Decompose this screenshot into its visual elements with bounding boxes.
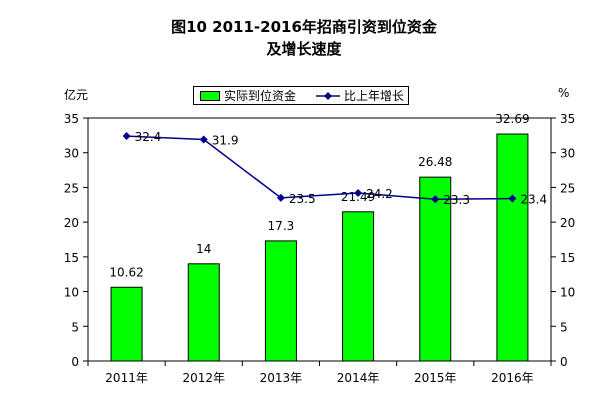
chart-title: 图10 2011-2016年招商引资到位资金 (171, 18, 437, 36)
y-right-tick-label: 0 (560, 355, 568, 369)
y-left-tick-label: 0 (71, 355, 79, 369)
y-right-tick-label: 10 (560, 286, 575, 300)
line-value-label: 24.2 (366, 187, 393, 201)
line-value-label: 23.5 (289, 192, 316, 206)
line-point (431, 195, 440, 204)
bar-value-label: 10.62 (109, 265, 143, 279)
bar-value-label: 17.3 (268, 219, 295, 233)
line-value-label: 23.4 (520, 193, 547, 207)
y-right-tick-label: 35 (560, 112, 575, 126)
bar (187, 263, 220, 362)
x-tick-label: 2015年 (414, 371, 457, 385)
y-left-tick-label: 5 (71, 320, 79, 334)
x-tick-label: 2016年 (491, 371, 534, 385)
x-tick-label: 2011年 (105, 371, 148, 385)
y-right-tick-label: 20 (560, 216, 575, 230)
line-point (508, 194, 517, 203)
y-left-tick-label: 25 (64, 181, 79, 195)
y-axis-right-unit: % (558, 86, 570, 100)
legend-line-label: 比上年增长 (344, 89, 405, 103)
y-left-tick-label: 15 (64, 251, 79, 265)
y-right-tick-label: 25 (560, 181, 575, 195)
growth-line (126, 135, 513, 200)
x-tick-label: 2012年 (182, 371, 225, 385)
line-value-label: 23.3 (443, 193, 470, 207)
bar (342, 211, 375, 362)
legend-item-bar: 实际到位资金 (200, 87, 296, 104)
y-left-tick-label: 20 (64, 216, 79, 230)
bar (264, 240, 297, 362)
legend-bar-swatch (200, 90, 220, 101)
bar-value-label: 26.48 (418, 155, 452, 169)
chart-subtitle: 及增长速度 (266, 40, 342, 58)
x-tick-label: 2014年 (337, 371, 380, 385)
line-value-label: 32.4 (135, 130, 162, 144)
bar-value-label: 32.69 (495, 112, 529, 126)
x-tick-label: 2013年 (260, 371, 303, 385)
y-left-tick-label: 35 (64, 112, 79, 126)
y-left-tick-label: 30 (64, 147, 79, 161)
plot-frame (87, 117, 552, 362)
chart-legend: 实际到位资金 比上年增长 (193, 86, 409, 105)
legend-item-line: 比上年增长 (316, 87, 404, 104)
legend-line-swatch (316, 91, 340, 100)
y-axis-left-unit: 亿元 (64, 88, 89, 102)
bar (419, 176, 452, 362)
y-right-tick-label: 30 (560, 147, 575, 161)
bar (496, 133, 529, 362)
bar-value-label: 14 (196, 242, 211, 256)
y-right-tick-label: 5 (560, 320, 568, 334)
y-right-tick-label: 15 (560, 251, 575, 265)
line-point (354, 188, 363, 197)
line-point (276, 193, 285, 202)
bar (110, 286, 143, 362)
legend-bar-label: 实际到位资金 (224, 89, 297, 103)
y-left-tick-label: 10 (64, 286, 79, 300)
line-point (199, 135, 208, 144)
line-point (122, 132, 131, 141)
line-value-label: 31.9 (212, 134, 239, 148)
